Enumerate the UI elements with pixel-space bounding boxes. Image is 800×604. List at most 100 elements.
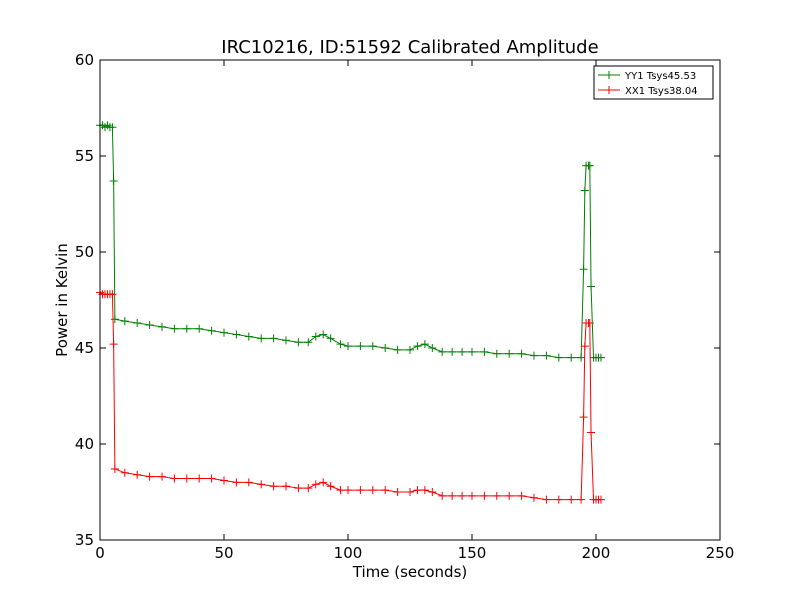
data-point-marker	[517, 491, 526, 500]
y-tick-label: 40	[75, 435, 94, 453]
data-point-marker	[257, 480, 266, 489]
x-tick-label: 200	[582, 544, 611, 562]
data-point-marker	[294, 484, 303, 493]
legend-label: XX1 Tsys38.04	[625, 86, 698, 97]
y-tick-label: 60	[75, 51, 94, 69]
series-1	[96, 121, 605, 362]
legend-swatch-marker	[605, 71, 613, 79]
data-point-marker	[304, 338, 313, 347]
data-point-marker	[336, 486, 345, 495]
data-point-marker	[480, 347, 489, 356]
data-point-marker	[585, 319, 594, 328]
series-line	[99, 291, 601, 501]
data-point-marker	[336, 340, 345, 349]
data-point-marker	[517, 349, 526, 358]
x-tick-label: 50	[214, 544, 233, 562]
data-point-marker	[133, 470, 142, 479]
data-point-marker	[133, 319, 142, 328]
data-point-marker	[158, 472, 166, 481]
data-point-marker	[220, 328, 228, 337]
data-point-marker	[326, 482, 335, 491]
legend: YY1 Tsys45.53 XX1 Tsys38.04	[593, 65, 714, 100]
data-point-marker	[448, 491, 457, 500]
data-point-marker	[311, 480, 320, 489]
x-axis-label: Time (seconds)	[352, 563, 468, 581]
data-point-marker	[356, 486, 365, 495]
data-point-marker	[587, 282, 596, 291]
data-point-marker	[282, 482, 290, 491]
data-point-marker	[596, 353, 605, 362]
data-point-marker	[393, 488, 402, 496]
data-point-marker	[438, 491, 447, 500]
data-point-marker	[438, 347, 447, 356]
data-point-marker	[406, 488, 414, 496]
data-point-marker	[428, 344, 437, 352]
x-tick-label: 100	[334, 544, 363, 562]
data-point-marker	[458, 491, 467, 500]
legend-box	[593, 65, 714, 100]
data-point-marker	[207, 474, 216, 483]
data-point-marker	[304, 484, 313, 493]
y-axis-label: Power in Kelvin	[53, 243, 71, 357]
data-point-marker	[530, 351, 538, 360]
data-point-marker	[381, 486, 390, 495]
data-point-marker	[232, 478, 241, 487]
data-point-marker	[232, 330, 241, 339]
data-point-marker	[567, 353, 576, 362]
y-tick-label: 50	[75, 243, 94, 261]
data-point-marker	[542, 495, 551, 504]
data-point-marker	[207, 326, 216, 335]
y-tick-label: 45	[75, 339, 94, 357]
series-2	[96, 288, 605, 504]
data-point-marker	[554, 495, 563, 504]
data-point-marker	[579, 413, 588, 422]
data-point-marker	[580, 342, 589, 351]
x-axis-ticks: 0 50 100 150 200 250	[95, 60, 734, 562]
data-point-marker	[108, 290, 117, 299]
data-point-marker	[170, 324, 179, 333]
data-point-marker	[480, 491, 489, 500]
data-point-marker	[182, 474, 191, 483]
data-point-marker	[492, 349, 501, 358]
x-tick-label: 250	[706, 544, 735, 562]
data-point-marker	[282, 336, 290, 345]
data-point-marker	[120, 468, 129, 477]
data-point-marker	[492, 491, 501, 500]
data-point-marker	[428, 488, 437, 496]
data-point-marker	[326, 334, 335, 343]
series-line	[100, 124, 601, 359]
data-point-marker	[356, 342, 365, 351]
data-point-marker	[319, 330, 328, 339]
data-point-marker	[311, 332, 320, 341]
data-point-marker	[195, 324, 204, 333]
legend-entry: XX1 Tsys38.04	[598, 86, 698, 97]
data-point-marker	[577, 353, 586, 362]
data-point-marker	[109, 176, 118, 185]
data-point-marker	[294, 338, 303, 347]
data-point-marker	[368, 486, 377, 495]
data-point-marker	[420, 340, 429, 349]
data-point-marker	[120, 317, 129, 326]
data-point-marker	[381, 344, 390, 352]
data-point-marker	[158, 322, 166, 331]
data-point-marker	[368, 342, 377, 351]
data-point-marker	[145, 472, 154, 481]
data-point-marker	[468, 491, 476, 500]
plot-area-frame	[99, 59, 721, 541]
data-point-marker	[319, 478, 328, 487]
data-point-marker	[182, 324, 191, 333]
data-point-marker	[505, 349, 514, 358]
chart-title: IRC10216, ID:51592 Calibrated Amplitude	[221, 37, 598, 58]
data-point-marker	[420, 486, 429, 495]
data-point-marker	[269, 334, 278, 343]
data-point-marker	[406, 345, 414, 354]
data-point-marker	[577, 495, 586, 504]
data-point-marker	[596, 495, 605, 504]
data-point-marker	[579, 265, 588, 274]
data-point-marker	[580, 186, 589, 195]
data-point-marker	[413, 342, 422, 351]
series-layer	[96, 121, 605, 504]
data-point-marker	[567, 495, 576, 504]
